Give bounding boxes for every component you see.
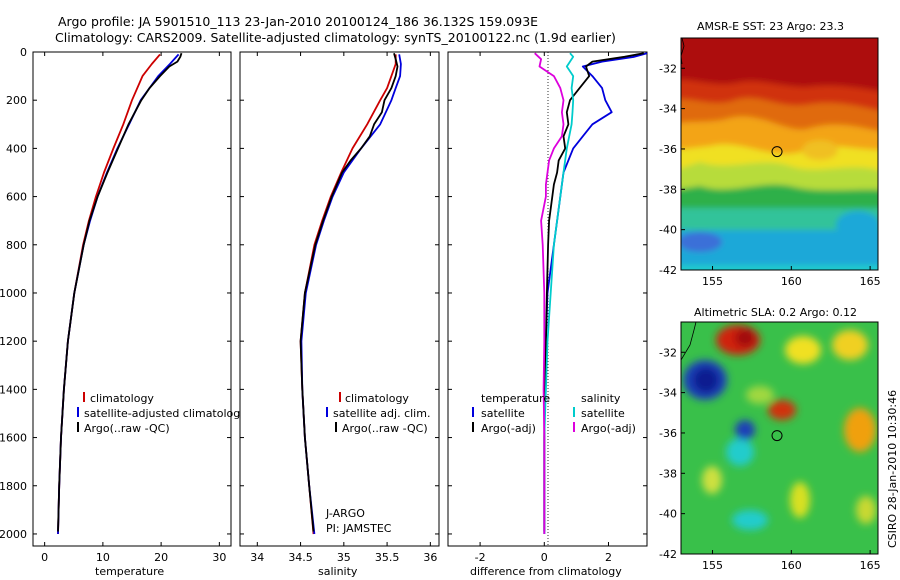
legend-header-salinity: salinity — [581, 392, 621, 405]
sst-map: AMSR-E SST: 23 Argo: 23.3 155 160 165 -32 -3… — [659, 20, 881, 288]
series-line-temperature-argo-adj — [543, 52, 644, 532]
x-tick-label: 34 — [250, 551, 264, 564]
y-tick-label: 600 — [6, 191, 27, 204]
map-y-tick-label: -34 — [659, 103, 677, 116]
map-x-tick-label: 165 — [860, 275, 881, 288]
map-y-tick-label: -38 — [659, 183, 677, 196]
x-tick-label: 34.5 — [288, 551, 313, 564]
header-line-2: Climatology: CARS2009. Satellite-adjuste… — [55, 30, 616, 45]
temperature-xlabel: temperature — [95, 565, 164, 578]
x-tick-label: 20 — [154, 551, 168, 564]
y-tick-label: 2000 — [0, 528, 27, 541]
sla-map-tick-labels: 155 160 165 -32 -34 -36 -38 -40 -42 — [659, 346, 881, 572]
difference-series — [448, 51, 648, 535]
sst-field — [681, 38, 878, 270]
sst-map-title: AMSR-E SST: 23 Argo: 23.3 — [697, 20, 844, 33]
map-y-tick-label: -32 — [659, 62, 677, 75]
temperature-panel: 0 200 400 600 800 1000 1200 1400 1600 1800 2000 0 1… — [0, 46, 247, 578]
y-tick-label: 1000 — [0, 287, 27, 300]
salinity-series — [240, 51, 439, 535]
map-x-tick-label: 165 — [860, 559, 881, 572]
salinity-legend: climatology satellite adj. clim. Argo(..… — [326, 392, 430, 435]
map-y-tick-label: -32 — [659, 346, 677, 359]
difference-tick-labels: -2 0 2 — [475, 52, 612, 564]
series-line-argo-raw-qc — [299, 52, 399, 532]
x-tick-label: 10 — [96, 551, 110, 564]
pi-annotation: PI: JAMSTEC — [326, 522, 392, 535]
y-tick-label: 0 — [20, 46, 27, 59]
map-x-tick-label: 160 — [781, 275, 802, 288]
y-tick-label: 800 — [6, 239, 27, 252]
legend-label-argo: Argo(..raw -QC) — [342, 422, 428, 435]
map-x-tick-label: 155 — [702, 275, 723, 288]
y-tick-label: 1200 — [0, 335, 27, 348]
map-y-tick-label: -38 — [659, 467, 677, 480]
salinity-axes — [239, 51, 440, 547]
legend-label-satellite: satellite-adjusted climatology — [84, 407, 247, 420]
sla-field — [681, 322, 878, 554]
x-tick-label: 0 — [41, 551, 48, 564]
temperature-series — [33, 51, 231, 535]
legend-label-temp-satellite: satellite — [481, 407, 525, 420]
legend-label-sal-argo: Argo(-adj) — [581, 422, 636, 435]
temperature-axes — [32, 51, 232, 547]
temperature-legend: climatology satellite-adjusted climatolo… — [77, 392, 247, 435]
x-tick-label: 35.5 — [375, 551, 400, 564]
header-line-1: Argo profile: JA 5901510_113 23-Jan-2010… — [58, 14, 538, 29]
sst-map-tick-labels: 155 160 165 -32 -34 -36 -38 -40 -42 — [659, 62, 881, 288]
jargo-annotation: J-ARGO — [325, 507, 365, 520]
x-tick-label: 2 — [605, 551, 612, 564]
temperature-tick-labels: 0 10 20 30 — [41, 52, 226, 564]
y-tick-label: 1400 — [0, 383, 27, 396]
series-line-salinity-satellite — [543, 52, 575, 534]
sla-map: Altimetric SLA: 0.2 Argo: 0.12 — [659, 306, 881, 572]
legend-header-temperature: temperature — [481, 392, 550, 405]
argo-location-marker — [771, 146, 783, 158]
legend-label-sal-satellite: satellite — [581, 407, 625, 420]
map-x-tick-label: 155 — [702, 559, 723, 572]
legend-label-satellite: satellite adj. clim. — [333, 407, 430, 420]
map-y-tick-label: -42 — [659, 264, 677, 277]
salinity-tick-labels: 34 34.5 35 35.5 36 — [250, 52, 437, 564]
sla-map-frame — [680, 321, 879, 555]
x-tick-label: 36 — [423, 551, 437, 564]
legend-label-climatology: climatology — [345, 392, 409, 405]
map-y-tick-label: -40 — [659, 224, 677, 237]
difference-legend: temperature satellite Argo(-adj) salinit… — [472, 392, 636, 435]
x-tick-label: 30 — [212, 551, 226, 564]
salinity-xlabel: salinity — [318, 565, 358, 578]
series-line-salinity-argo-adj — [534, 52, 565, 534]
map-y-tick-label: -36 — [659, 143, 677, 156]
salinity-panel: 34 34.5 35 35.5 36 salinity climatology sate… — [239, 51, 440, 578]
x-tick-label: 35 — [337, 551, 351, 564]
map-y-tick-label: -34 — [659, 387, 677, 400]
y-tick-label: 1600 — [0, 432, 27, 445]
depth-tick-labels: 0 200 400 600 800 1000 1200 1400 1600 1800 2000 — [0, 46, 27, 541]
csiro-timestamp: CSIRO 28-Jan-2010 10:30:46 — [886, 390, 899, 548]
y-tick-label: 400 — [6, 142, 27, 155]
legend-label-climatology: climatology — [90, 392, 154, 405]
x-tick-label: 0 — [541, 551, 548, 564]
difference-xlabel: difference from climatology — [470, 565, 622, 578]
y-tick-label: 200 — [6, 94, 27, 107]
y-tick-label: 1800 — [0, 480, 27, 493]
map-y-tick-label: -40 — [659, 508, 677, 521]
difference-panel: -2 0 2 difference from climatology tempera… — [447, 51, 648, 578]
map-y-tick-label: -36 — [659, 427, 677, 440]
argo-location-marker — [771, 430, 783, 442]
series-line-argo-raw-qc — [57, 52, 183, 532]
sst-map-frame — [680, 37, 879, 271]
x-tick-label: -2 — [475, 551, 486, 564]
sla-map-title: Altimetric SLA: 0.2 Argo: 0.12 — [694, 306, 857, 319]
legend-label-argo: Argo(..raw -QC) — [84, 422, 170, 435]
map-y-tick-label: -42 — [659, 548, 677, 561]
map-x-tick-label: 160 — [781, 559, 802, 572]
legend-label-temp-argo: Argo(-adj) — [481, 422, 536, 435]
